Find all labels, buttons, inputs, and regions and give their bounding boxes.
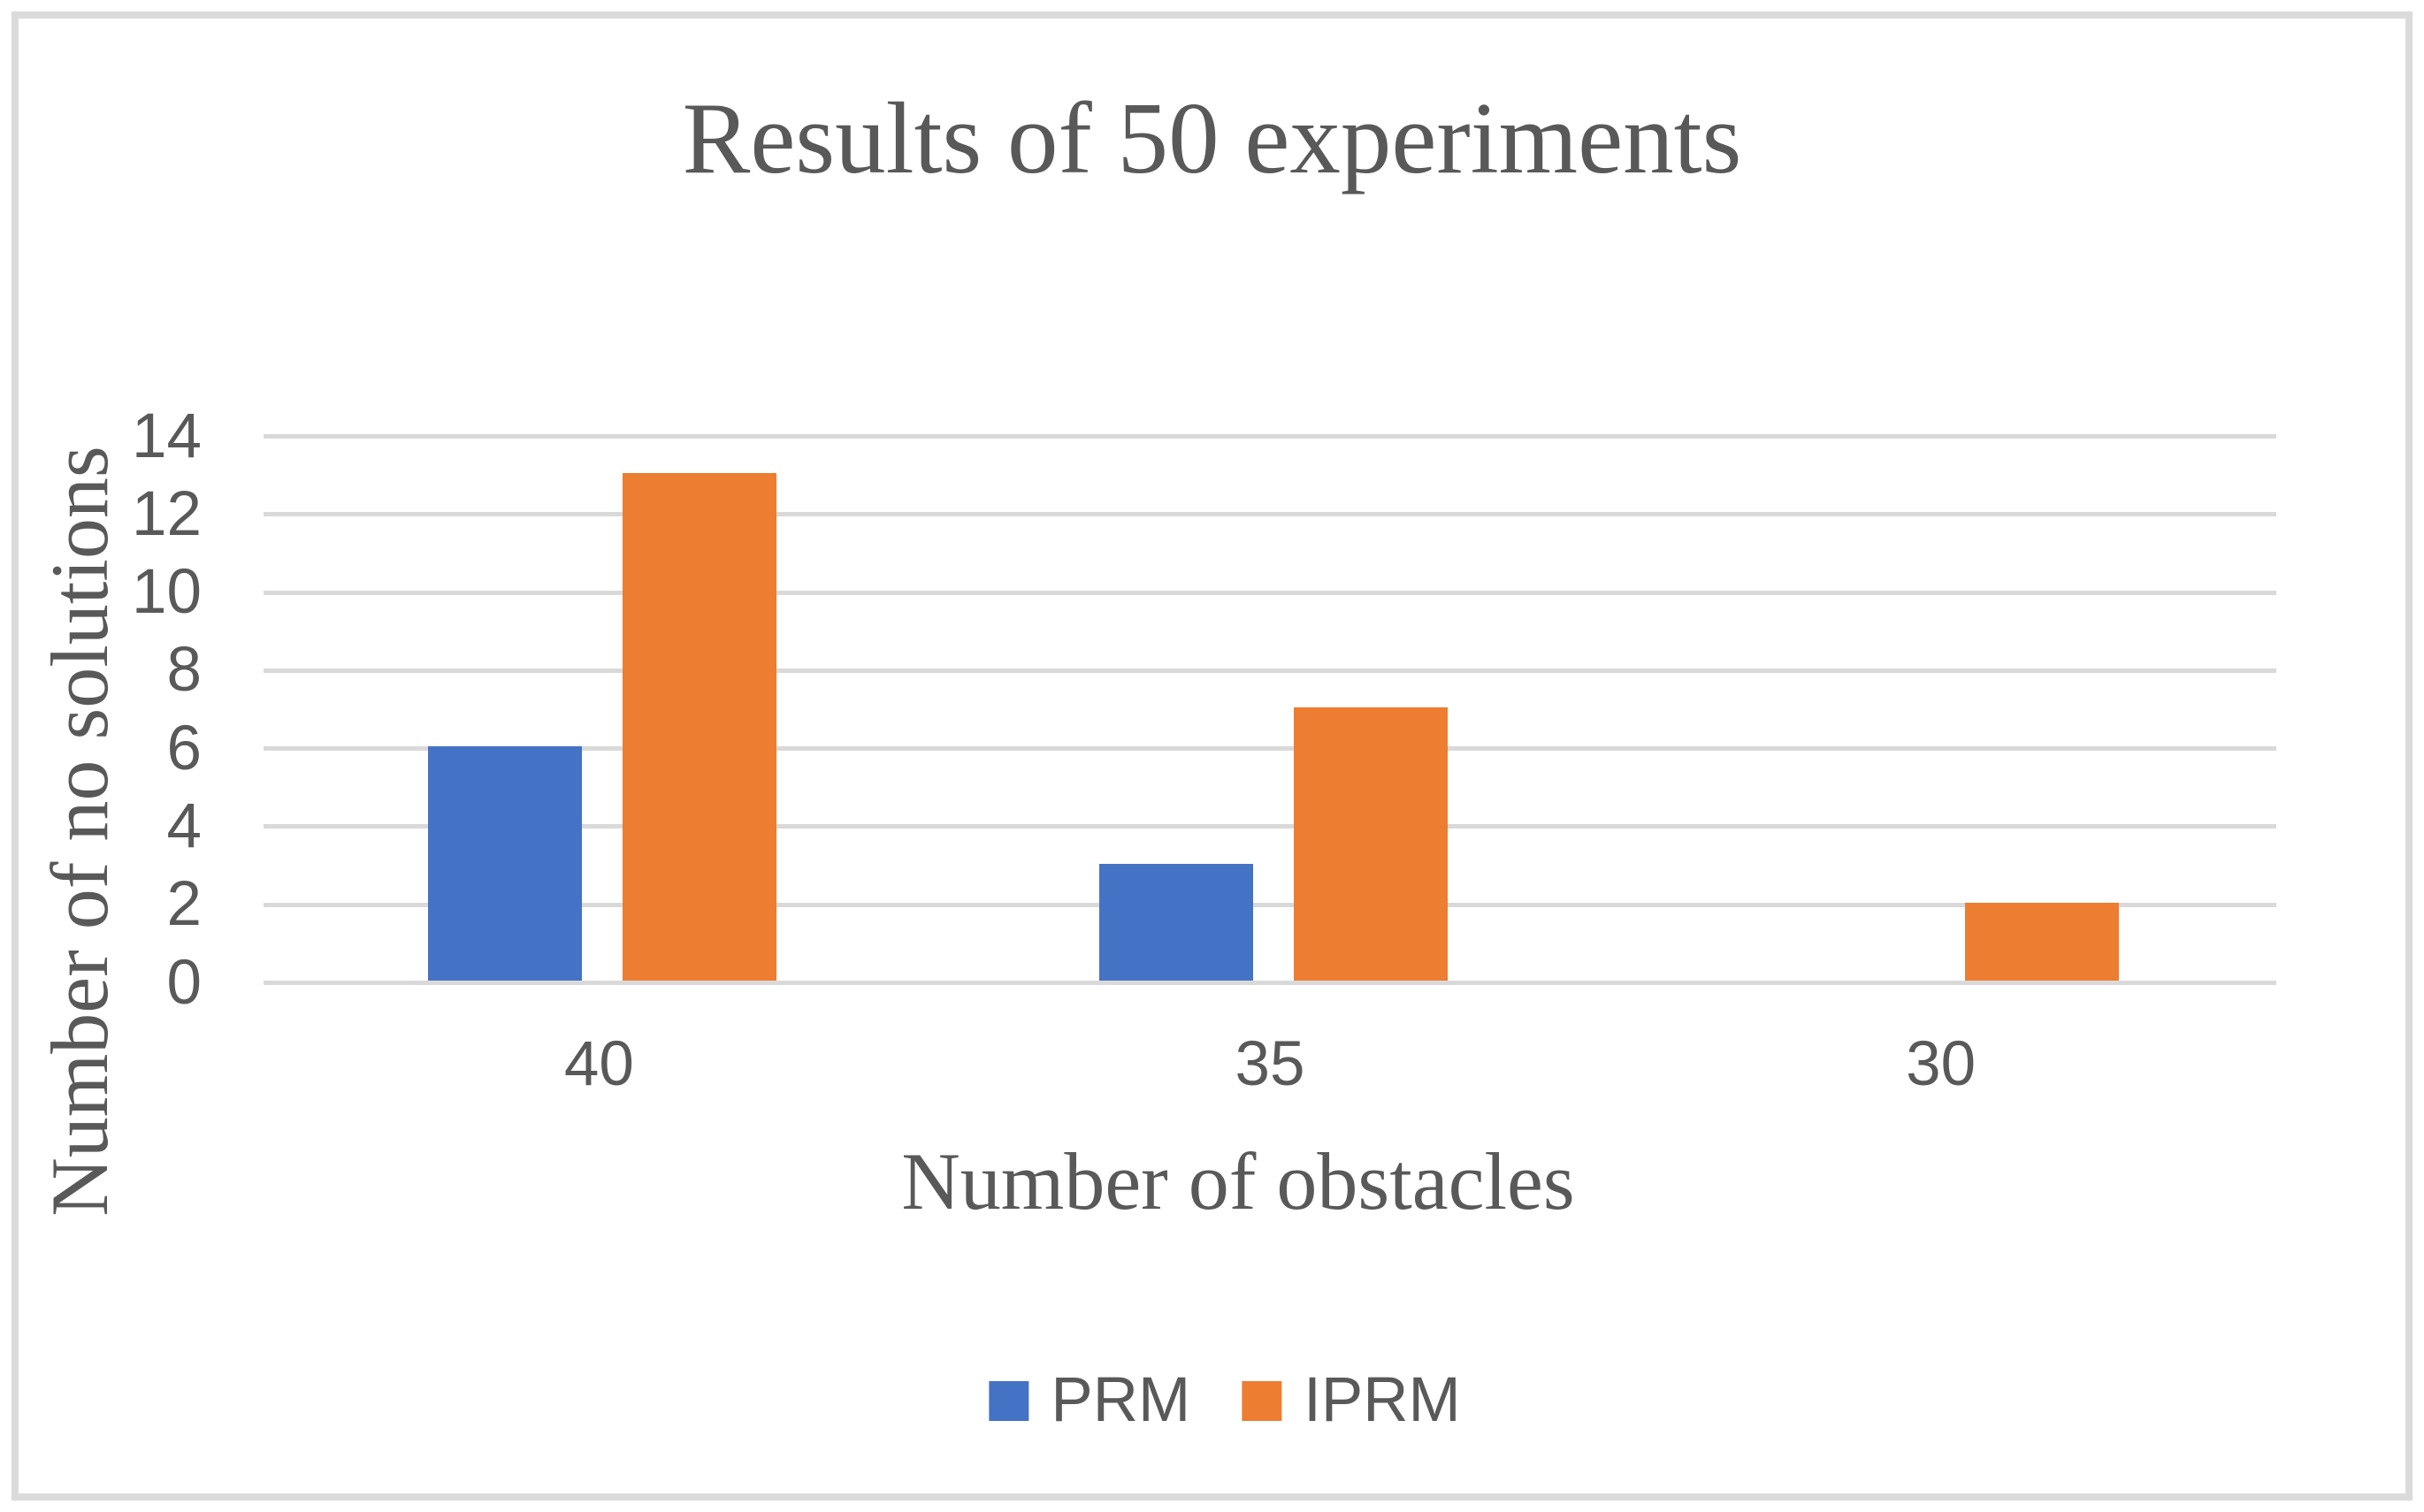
x-tick-label: 40: [563, 1029, 634, 1099]
y-tick-label: 14: [132, 401, 202, 471]
chart-title: Results of 50 experiments: [682, 82, 1742, 195]
gridline-y-8: [264, 668, 2276, 673]
bar-prm-35: [1099, 863, 1253, 981]
bar-iprm-30: [1964, 902, 2119, 981]
legend-item-iprm: IPRM: [1242, 1369, 1461, 1432]
bar-iprm-35: [1294, 707, 1448, 981]
bar-iprm-40: [623, 473, 777, 981]
y-tick-label: 4: [166, 790, 203, 861]
legend-swatch-prm: [989, 1380, 1029, 1421]
x-tick-label: 30: [1906, 1029, 1977, 1099]
bar-prm-40: [428, 746, 583, 981]
y-tick-label: 2: [166, 869, 203, 940]
y-tick-label: 8: [166, 635, 203, 706]
gridline-y-10: [264, 590, 2276, 595]
legend-swatch-iprm: [1242, 1380, 1282, 1421]
y-tick-label: 0: [166, 947, 203, 1018]
legend-item-prm: PRM: [989, 1369, 1190, 1432]
legend: PRM IPRM: [989, 1369, 1461, 1432]
gridline-y-0: [264, 981, 2276, 985]
legend-label-iprm: IPRM: [1304, 1365, 1461, 1435]
y-tick-label: 6: [166, 713, 203, 783]
gridline-y-14: [264, 434, 2276, 439]
gridline-y-12: [264, 512, 2276, 517]
y-tick-label: 10: [132, 557, 202, 628]
figure-border: [11, 11, 2413, 1501]
y-tick-label: 12: [132, 478, 202, 549]
gridline-y-2: [264, 902, 2276, 907]
x-axis-title: Number of obstacles: [901, 1136, 1575, 1226]
legend-label-prm: PRM: [1051, 1365, 1191, 1435]
gridline-y-4: [264, 824, 2276, 829]
x-tick-label: 35: [1235, 1029, 1305, 1099]
gridline-y-6: [264, 746, 2276, 752]
